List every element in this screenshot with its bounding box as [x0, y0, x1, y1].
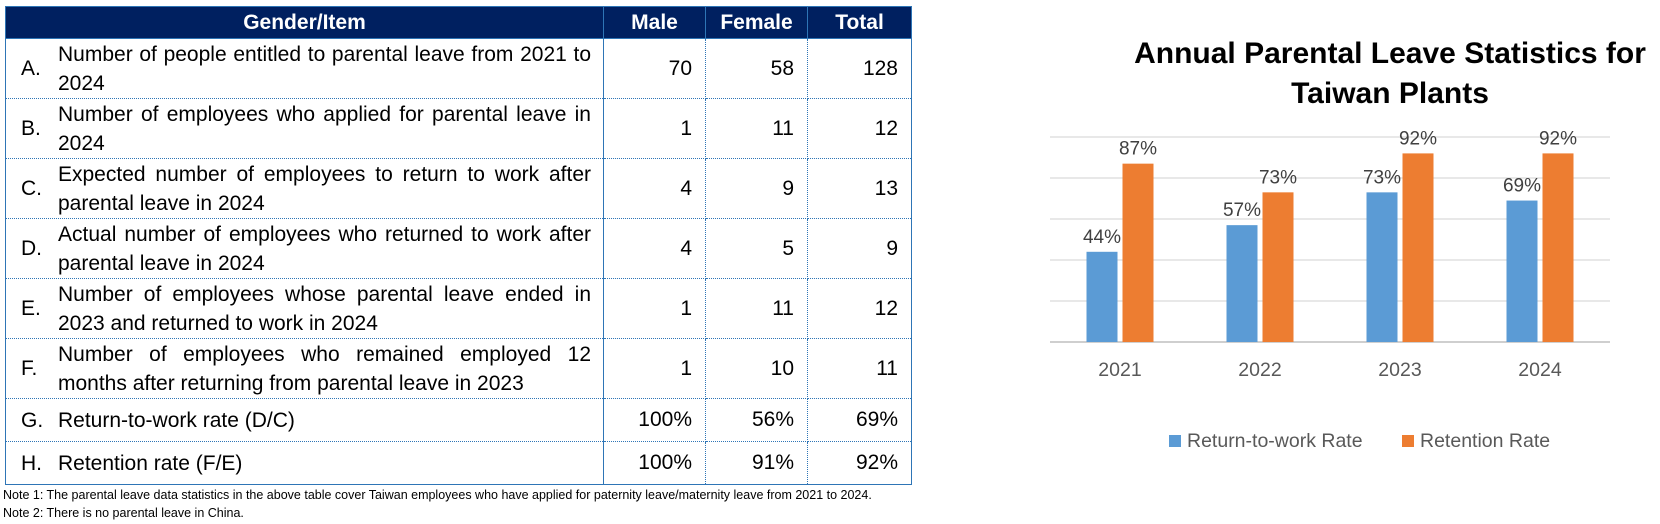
total-value: 13	[807, 158, 912, 219]
item-description: Number of employees who remained employe…	[58, 342, 591, 395]
data-label: 73%	[1259, 167, 1297, 188]
male-value: 100%	[603, 441, 706, 485]
bar-chart: 44% 87% 2021 57% 73% 2022 73% 92% 2023 69% 92% 2024	[1050, 130, 1610, 381]
total-value: 9	[807, 218, 912, 279]
x-tick-label: 2022	[1238, 359, 1281, 381]
data-label: 92%	[1399, 130, 1437, 149]
data-label: 57%	[1223, 200, 1261, 221]
chart-title: Annual Parental Leave Statistics for Tai…	[1134, 37, 1646, 110]
table-body: A. Number of people entitled to parental …	[5, 38, 912, 485]
bar-retention-2021	[1122, 163, 1154, 342]
data-label: 69%	[1503, 176, 1541, 197]
x-tick-label: 2024	[1518, 359, 1562, 381]
x-tick-label: 2021	[1098, 359, 1141, 381]
total-value: 12	[807, 278, 912, 339]
item-letter: F.	[21, 357, 38, 380]
table-row: F. Number of employees who remained emplo…	[5, 338, 912, 399]
item-letter: B.	[21, 117, 41, 140]
item-cell: C. Expected number of employees to return…	[5, 158, 604, 219]
table-note-1: Note 1: The parental leave data statisti…	[3, 488, 872, 502]
item-description: Return-to-work rate (D/C)	[58, 408, 295, 432]
data-label: 44%	[1083, 227, 1121, 248]
item-cell: A. Number of people entitled to parental …	[5, 38, 604, 99]
female-value: 11	[705, 98, 808, 159]
item-letter: C.	[21, 177, 42, 200]
table-row: G. Return-to-work rate (D/C) 100% 56% 69%	[5, 398, 912, 442]
table-note-2: Note 2: There is no parental leave in Ch…	[3, 506, 244, 520]
male-value: 4	[603, 218, 706, 279]
female-value: 11	[705, 278, 808, 339]
x-tick-label: 2023	[1378, 359, 1421, 381]
bar-return-to-work-2021	[1086, 251, 1118, 342]
male-value: 1	[603, 338, 706, 399]
item-description: Number of employees whose parental leave…	[58, 282, 591, 335]
total-value: 11	[807, 338, 912, 399]
bar-retention-2022	[1262, 192, 1294, 342]
header-total: Total	[807, 6, 912, 39]
table-header-row: Gender/Item Male Female Total	[5, 6, 912, 39]
header-male: Male	[603, 6, 706, 39]
total-value: 128	[807, 38, 912, 99]
parental-leave-table: Gender/Item Male Female Total A. Number o…	[5, 6, 912, 485]
male-value: 1	[603, 278, 706, 339]
female-value: 5	[705, 218, 808, 279]
bar-return-to-work-2024	[1506, 200, 1538, 342]
item-cell: E. Number of employees whose parental lea…	[5, 278, 604, 339]
item-letter: D.	[21, 237, 42, 260]
bar-retention-2023	[1402, 153, 1434, 342]
header-female: Female	[705, 6, 808, 39]
female-value: 58	[705, 38, 808, 99]
item-letter: A.	[21, 57, 41, 80]
item-cell: H. Retention rate (F/E)	[5, 441, 604, 485]
table-row: H. Retention rate (F/E) 100% 91% 92%	[5, 441, 912, 485]
table-row: C. Expected number of employees to return…	[5, 158, 912, 219]
male-value: 70	[603, 38, 706, 99]
total-value: 69%	[807, 398, 912, 442]
data-label: 87%	[1119, 139, 1157, 160]
table-row: D. Actual number of employees who returne…	[5, 218, 912, 279]
data-label: 73%	[1363, 167, 1401, 188]
header-gender-item: Gender/Item	[5, 6, 604, 39]
bar-retention-2024	[1542, 153, 1574, 342]
item-cell: B. Number of employees who applied for pa…	[5, 98, 604, 159]
item-letter: G.	[21, 408, 44, 432]
total-value: 92%	[807, 441, 912, 485]
legend-label-return-to-work: Return-to-work Rate	[1187, 429, 1363, 452]
female-value: 10	[705, 338, 808, 399]
table-row: E. Number of employees whose parental lea…	[5, 278, 912, 339]
item-description: Number of people entitled to parental le…	[58, 42, 591, 95]
total-value: 12	[807, 98, 912, 159]
male-value: 100%	[603, 398, 706, 442]
table-row: A. Number of people entitled to parental …	[5, 38, 912, 99]
legend-swatch-retention	[1402, 435, 1414, 447]
item-letter: E.	[21, 297, 41, 320]
item-cell: F. Number of employees who remained emplo…	[5, 338, 604, 399]
item-cell: G. Return-to-work rate (D/C)	[5, 398, 604, 442]
female-value: 91%	[705, 441, 808, 485]
legend-item-return-to-work: Return-to-work Rate	[1169, 429, 1363, 453]
legend-label-retention: Retention Rate	[1420, 429, 1551, 452]
female-value: 56%	[705, 398, 808, 442]
item-letter: H.	[21, 451, 42, 475]
male-value: 4	[603, 158, 706, 219]
male-value: 1	[603, 98, 706, 159]
legend-swatch-return-to-work	[1169, 435, 1181, 447]
item-description: Retention rate (F/E)	[58, 451, 243, 475]
item-cell: D. Actual number of employees who returne…	[5, 218, 604, 279]
bar-return-to-work-2023	[1366, 192, 1398, 342]
bar-return-to-work-2022	[1226, 225, 1258, 342]
female-value: 9	[705, 158, 808, 219]
item-description: Expected number of employees to return t…	[58, 162, 591, 215]
table-row: B. Number of employees who applied for pa…	[5, 98, 912, 159]
data-label: 92%	[1539, 130, 1577, 149]
legend-item-retention: Retention Rate	[1402, 429, 1550, 453]
item-description: Actual number of employees who returned …	[58, 222, 591, 275]
item-description: Number of employees who applied for pare…	[58, 102, 591, 155]
